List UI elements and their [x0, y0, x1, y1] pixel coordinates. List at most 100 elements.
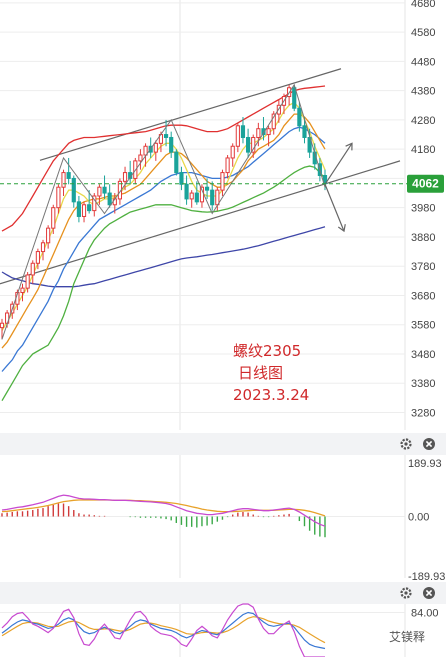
candle-body	[153, 142, 158, 153]
ma20-line	[1, 126, 326, 372]
up-projection-arrow-head	[345, 142, 353, 151]
candle-body	[271, 113, 276, 130]
price-tick-label: 3880	[411, 232, 435, 244]
kdj-tick-label: 84.00	[411, 607, 439, 619]
candle-body	[179, 172, 184, 185]
candle-body	[56, 186, 61, 209]
price-tick-label: 3280	[411, 407, 435, 419]
candle-body	[184, 183, 189, 200]
candle-body	[40, 242, 46, 253]
candle-body	[97, 186, 102, 197]
price-tick-label: 3980	[411, 203, 435, 215]
candle-body	[81, 204, 87, 217]
gear-icon[interactable]	[400, 587, 412, 599]
candle-body	[0, 322, 5, 329]
candle-body	[256, 128, 261, 138]
price-tick-label: 4380	[411, 86, 435, 98]
price-tick-label: 4480	[411, 56, 435, 68]
macd-histogram	[1, 503, 326, 538]
candle-body	[235, 125, 240, 147]
kdj-axis: 84.00	[411, 607, 439, 619]
candle-body	[204, 186, 210, 191]
boll-upper-line	[1, 85, 326, 232]
price-tick-label: 3780	[411, 261, 435, 273]
wave-zigzag	[1, 83, 326, 340]
candle-body	[46, 227, 51, 244]
up-projection-arrow	[324, 143, 353, 185]
kdj-header-bar	[0, 582, 446, 604]
candle-body	[163, 134, 169, 138]
down-projection-arrow-head	[337, 224, 346, 233]
kdj-d-line	[1, 616, 326, 644]
price-tick-label: 3580	[411, 320, 435, 332]
macd-tick-label: -189.93	[408, 571, 445, 583]
projection-arrows	[324, 142, 353, 233]
annotation-date: 2023.3.24	[233, 386, 309, 404]
candle-body	[30, 262, 35, 276]
candle-body	[261, 128, 266, 136]
macd-tick-label: 189.93	[408, 458, 442, 470]
gear-icon[interactable]	[400, 438, 412, 450]
candle-body	[66, 172, 71, 179]
ma120-line	[1, 165, 326, 402]
close-icon[interactable]	[423, 587, 435, 599]
macd-dea-line	[1, 499, 326, 517]
candle-body	[194, 192, 199, 203]
price-tick-label: 4280	[411, 115, 435, 127]
current-price-marker: 4062	[0, 174, 444, 193]
price-grid	[0, 0, 406, 430]
price-tick-label: 3380	[411, 378, 435, 390]
candle-body	[25, 274, 30, 289]
macd-header-bar	[0, 433, 446, 455]
macd-axis: 189.93 0.00 -189.93	[408, 458, 445, 583]
price-tick-label: 4680	[411, 0, 435, 10]
annotation-contract: 螺纹2305	[233, 342, 301, 360]
kdj-panel: 84.00	[0, 603, 439, 657]
candle-body	[51, 207, 56, 229]
candle-body	[169, 136, 174, 153]
candle-body	[266, 128, 271, 136]
candle-body	[138, 154, 143, 162]
candle-body	[189, 192, 194, 200]
candle-body	[251, 136, 256, 153]
down-projection-arrow	[324, 184, 345, 232]
current-price-label: 4062	[412, 177, 439, 191]
ma10-line	[1, 113, 326, 349]
price-tick-label: 4180	[411, 144, 435, 156]
candle-body	[35, 251, 40, 264]
trend-channel	[0, 68, 401, 285]
ma5-line	[1, 101, 326, 331]
macd-dif-line	[1, 494, 326, 527]
moving-averages	[1, 85, 326, 402]
close-icon[interactable]	[423, 438, 435, 450]
candle-body	[292, 87, 297, 109]
price-tick-label: 4580	[411, 27, 435, 39]
candle-body	[87, 204, 92, 212]
candle-body	[220, 172, 225, 191]
candle-body	[107, 192, 112, 206]
price-axis: 4680458044804380428041804080398038803780…	[411, 0, 435, 419]
candle-body	[215, 189, 220, 206]
ma60-line	[1, 226, 326, 288]
candle-body	[20, 287, 25, 294]
kdj-j-line	[1, 603, 325, 657]
watermark: 艾镁释	[389, 630, 425, 644]
macd-panel: 189.93 0.00 -189.93	[0, 455, 445, 583]
candle-body	[76, 201, 81, 217]
chart-annotation: 螺纹2305 日线图 2023.3.24	[233, 342, 309, 404]
candle-body	[210, 189, 215, 206]
candle-body	[174, 151, 179, 174]
zigzag-line	[1, 83, 326, 340]
macd-tick-label: 0.00	[408, 512, 429, 524]
price-tick-label: 3480	[411, 349, 435, 361]
kdj-lines	[1, 603, 326, 657]
channel-upper-line	[39, 68, 342, 161]
macd-lines	[1, 494, 326, 527]
kdj-k-line	[1, 611, 326, 650]
candle-body	[246, 136, 251, 153]
candle-body	[61, 172, 66, 188]
current-price-box	[407, 174, 444, 193]
candle-body	[240, 125, 246, 138]
price-panel: 4680458044804380428041804080398038803780…	[0, 0, 444, 430]
